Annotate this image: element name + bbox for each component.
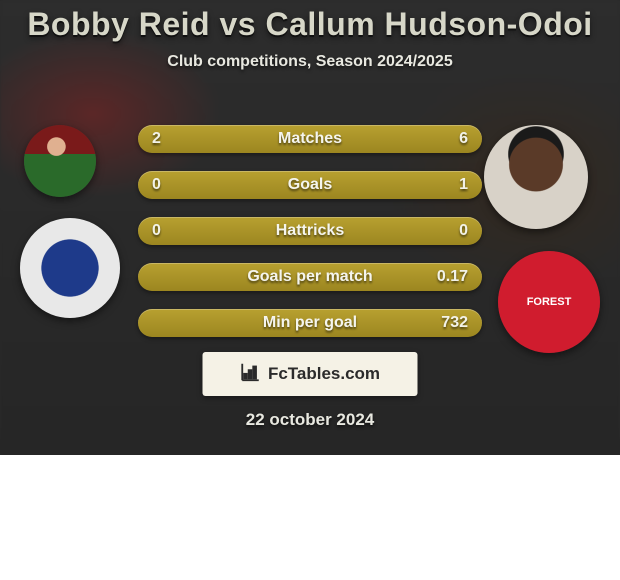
stat-row: Min per goal 732 — [138, 309, 482, 337]
stats-table: 2 Matches 6 0 Goals 1 0 Hattricks 0 Goal… — [138, 125, 482, 355]
right-player-avatar — [484, 125, 588, 229]
brand-text: FcTables.com — [268, 364, 380, 384]
stat-label: Min per goal — [138, 314, 482, 332]
page-title: Bobby Reid vs Callum Hudson-Odoi — [0, 0, 620, 43]
left-player-avatar — [24, 125, 96, 197]
brand-badge: FcTables.com — [203, 352, 418, 396]
stat-label: Hattricks — [138, 222, 482, 240]
chart-icon — [240, 361, 262, 388]
right-club-badge: FOREST — [498, 251, 600, 353]
stat-row: 0 Hattricks 0 — [138, 217, 482, 245]
date-label: 22 october 2024 — [0, 410, 620, 430]
stat-label: Matches — [138, 130, 482, 148]
stat-row: 2 Matches 6 — [138, 125, 482, 153]
stat-row: 0 Goals 1 — [138, 171, 482, 199]
subtitle: Club competitions, Season 2024/2025 — [0, 53, 620, 71]
comparison-card: Bobby Reid vs Callum Hudson-Odoi Club co… — [0, 0, 620, 455]
left-club-badge — [20, 218, 120, 318]
stat-row: Goals per match 0.17 — [138, 263, 482, 291]
stat-label: Goals per match — [138, 268, 482, 286]
stat-label: Goals — [138, 176, 482, 194]
